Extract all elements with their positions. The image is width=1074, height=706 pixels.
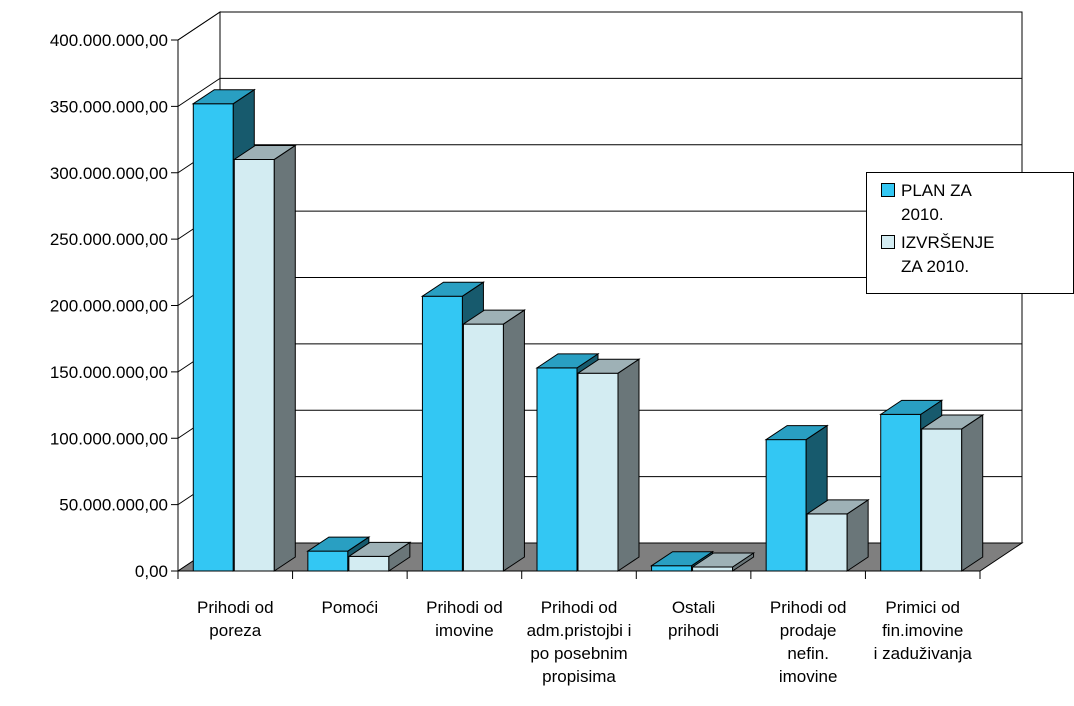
y-tick-labels: 0,00 50.000.000,00 100.000.000,00 150.000.0…	[50, 31, 168, 581]
x-category-label: po posebnim	[530, 644, 627, 663]
bar-top	[306, 536, 371, 552]
legend-swatch-izvrsenje	[881, 235, 895, 249]
bar-top	[420, 281, 486, 297]
x-category-label: Ostali	[672, 598, 715, 617]
y-tick-label: 50.000.000,00	[59, 496, 168, 515]
x-category-label: i zaduživanja	[874, 644, 973, 663]
x-category-label: fin.imovine	[882, 621, 963, 640]
gridline-side	[177, 11, 221, 41]
bar-top	[649, 551, 715, 567]
x-category-label: imovine	[779, 667, 838, 686]
bar-front	[806, 513, 848, 572]
bar-side	[502, 309, 525, 572]
legend-label-izvrsenje: IZVRŠENJE ZA 2010.	[901, 231, 1021, 279]
bars	[191, 88, 985, 572]
bar-top	[535, 353, 600, 369]
bar-front	[536, 367, 578, 572]
x-category-label: adm.pristojbi i	[527, 621, 632, 640]
bar-top	[461, 309, 527, 325]
bar-side	[617, 358, 640, 572]
axes	[171, 39, 981, 579]
bar-front	[651, 565, 693, 572]
bar-front	[692, 566, 734, 572]
bar-top	[191, 89, 256, 105]
y-tick-label: 150.000.000,00	[50, 363, 168, 382]
bar-front	[421, 295, 463, 572]
bar-top	[576, 358, 641, 374]
bar-front	[921, 428, 963, 572]
y-tick-label: 350.000.000,00	[50, 97, 168, 116]
y-tick-label: 300.000.000,00	[50, 164, 168, 183]
legend-label-izvrsenje-line-2: ZA 2010.	[901, 257, 970, 276]
bar-front	[880, 413, 922, 572]
x-category-label: Pomoći	[322, 598, 379, 617]
bar-front	[577, 372, 619, 572]
bar-top	[232, 144, 297, 160]
legend-label-plan: PLAN ZA 2010.	[901, 179, 1021, 227]
x-category-labels: Prihodi od poreza Pomoći Prihodi od imovine P…	[197, 598, 972, 686]
bar-group	[420, 281, 527, 572]
bar-front	[233, 158, 275, 572]
x-category-label: Primici od	[885, 598, 960, 617]
bar-front	[192, 103, 234, 572]
y-tick-label: 250.000.000,00	[50, 230, 168, 249]
bar-front	[348, 555, 390, 572]
legend-label-izvrsenje-line-1: IZVRŠENJE	[901, 233, 995, 252]
y-tick-label: 0,00	[135, 562, 168, 581]
bar-top	[690, 552, 756, 568]
x-category-label: Prihodi od	[770, 598, 847, 617]
x-category-label: Prihodi od	[197, 598, 274, 617]
y-tick-label: 400.000.000,00	[50, 31, 168, 50]
bar-group	[306, 536, 412, 572]
bar-front	[765, 439, 807, 572]
bar-top	[347, 541, 412, 557]
legend-swatch-plan	[881, 183, 895, 197]
x-category-label: imovine	[435, 621, 494, 640]
bar-group	[879, 399, 985, 572]
legend: PLAN ZA 2010. IZVRŠENJE ZA 2010.	[866, 172, 1074, 294]
bar-side	[273, 144, 296, 572]
bar-group	[191, 88, 297, 572]
x-category-label: nefin.	[787, 644, 829, 663]
y-tick-label: 100.000.000,00	[50, 429, 168, 448]
bar-side	[961, 414, 984, 572]
bar-top	[879, 399, 944, 415]
bar-group	[535, 352, 641, 572]
bar-front	[462, 323, 504, 572]
gridline-side	[177, 77, 221, 107]
bar-top	[805, 499, 870, 515]
x-category-label: poreza	[209, 621, 262, 640]
bar-front	[307, 550, 349, 572]
bar-group	[764, 424, 870, 572]
x-category-label: prihodi	[668, 621, 719, 640]
x-category-label: prodaje	[780, 621, 837, 640]
bar-top	[920, 414, 985, 430]
x-category-label: Prihodi od	[541, 598, 618, 617]
legend-label-plan-line-1: PLAN ZA	[901, 181, 972, 200]
x-category-label: propisima	[542, 667, 616, 686]
bar-group	[649, 550, 756, 572]
legend-label-plan-line-2: 2010.	[901, 205, 944, 224]
x-category-label: Prihodi od	[426, 598, 503, 617]
y-tick-label: 200.000.000,00	[50, 297, 168, 316]
legend-item-izvrsenje: IZVRŠENJE ZA 2010.	[881, 231, 1021, 279]
bar-top	[764, 425, 829, 441]
legend-item-plan: PLAN ZA 2010.	[881, 179, 1021, 227]
